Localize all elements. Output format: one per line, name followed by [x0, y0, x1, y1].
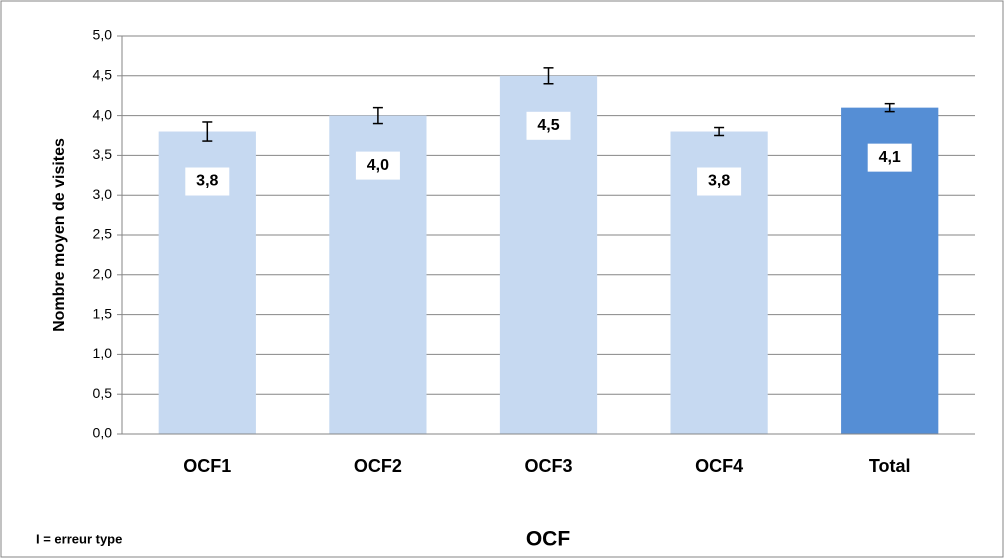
y-tick-label: 2,0	[93, 266, 113, 282]
data-label: 4,5	[537, 117, 559, 134]
data-label-box	[355, 151, 400, 180]
x-axis-title: OCF	[526, 528, 571, 551]
y-tick-label: 5,0	[93, 27, 113, 43]
y-tick-label: 0,0	[93, 425, 113, 441]
y-axis-title: Nombre moyen de visites	[51, 138, 68, 332]
x-tick-label: OCF4	[695, 456, 743, 476]
data-label-box	[526, 111, 571, 140]
y-tick-label: 2,5	[93, 226, 113, 242]
data-label: 4,0	[367, 157, 389, 174]
y-tick-label: 0,5	[93, 385, 113, 401]
y-tick-label: 3,5	[93, 146, 113, 162]
x-tick-label: OCF1	[183, 456, 231, 476]
note: I = erreur type	[36, 531, 122, 546]
y-tick-label: 1,5	[93, 305, 113, 321]
y-tick-label: 1,0	[93, 345, 113, 361]
data-label: 3,8	[196, 173, 218, 190]
y-tick-label: 3,0	[93, 186, 113, 202]
y-tick-label: 4,0	[93, 106, 113, 122]
data-label: 3,8	[708, 173, 730, 190]
data-label: 4,1	[879, 149, 901, 166]
data-label-box	[185, 167, 230, 196]
data-label-box	[697, 167, 742, 196]
data-label-box	[867, 143, 912, 172]
x-tick-label: OCF2	[354, 456, 402, 476]
x-tick-label: Total	[869, 456, 911, 476]
x-tick-label: OCF3	[524, 456, 572, 476]
y-tick-label: 4,5	[93, 67, 113, 83]
